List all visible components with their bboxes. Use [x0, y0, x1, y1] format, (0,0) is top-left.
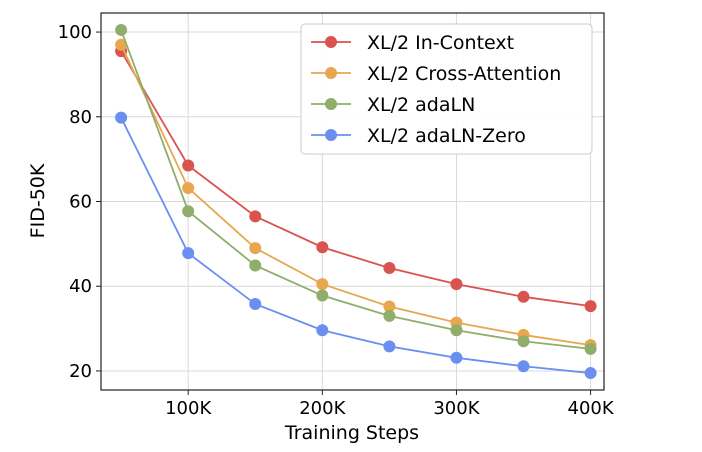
- series-lines: [115, 23, 597, 380]
- y-tick-label: 20: [69, 361, 92, 382]
- data-point: [517, 290, 530, 303]
- y-tick-label: 40: [69, 276, 92, 297]
- x-tick-label: 100K: [165, 398, 212, 419]
- series-1: [115, 38, 597, 352]
- legend-item: XL/2 adaLN: [311, 94, 475, 116]
- data-point: [450, 351, 463, 364]
- data-point: [383, 340, 396, 353]
- x-tick-label: 400K: [568, 398, 615, 419]
- data-point: [450, 324, 463, 337]
- series-line: [120, 117, 591, 374]
- legend-label: XL/2 adaLN: [367, 94, 475, 116]
- data-point: [182, 181, 195, 194]
- x-tick-label: 300K: [433, 398, 480, 419]
- series-0: [115, 45, 597, 313]
- y-tick-label: 80: [69, 107, 92, 128]
- data-point: [316, 241, 329, 254]
- data-point: [115, 111, 128, 124]
- series-line: [120, 50, 591, 308]
- series-line: [120, 44, 591, 346]
- data-point: [249, 210, 262, 223]
- data-point: [584, 367, 597, 380]
- y-tick-label: 100: [58, 22, 92, 43]
- data-point: [182, 205, 195, 218]
- data-point: [115, 38, 128, 51]
- data-point: [182, 247, 195, 260]
- data-point: [316, 289, 329, 302]
- x-axis-label: Training Steps: [284, 422, 419, 444]
- data-point: [249, 259, 262, 272]
- legend-item: XL/2 adaLN-Zero: [311, 125, 526, 147]
- legend-label: XL/2 Cross-Attention: [367, 63, 561, 85]
- legend-label: XL/2 adaLN-Zero: [367, 125, 526, 147]
- data-point: [450, 278, 463, 291]
- y-tick-label: 60: [69, 192, 92, 213]
- legend-item: XL/2 In-Context: [311, 32, 514, 54]
- series-3: [115, 111, 597, 380]
- legend-item: XL/2 Cross-Attention: [311, 63, 561, 85]
- y-axis-label: FID-50K: [27, 163, 49, 238]
- legend: XL/2 In-Context XL/2 Cross-Attention XL/2 …: [300, 23, 593, 155]
- data-point: [316, 278, 329, 291]
- legend-box: [300, 23, 593, 155]
- tick-labels: 100K 200K 300K 400K 20 40 60 80 100: [58, 22, 615, 419]
- data-point: [517, 335, 530, 348]
- legend-swatch-marker: [325, 129, 337, 141]
- data-point: [115, 23, 128, 36]
- data-point: [383, 262, 396, 275]
- x-tick-label: 200K: [299, 398, 346, 419]
- data-point: [249, 298, 262, 311]
- data-point: [249, 242, 262, 255]
- data-point: [182, 159, 195, 172]
- series-2: [115, 23, 597, 355]
- data-point: [584, 342, 597, 355]
- data-point: [316, 324, 329, 337]
- data-point: [517, 360, 530, 373]
- legend-swatch-marker: [325, 98, 337, 110]
- legend-label: XL/2 In-Context: [367, 32, 514, 54]
- series-line: [120, 29, 591, 350]
- data-point: [584, 300, 597, 313]
- legend-swatch-marker: [325, 67, 337, 79]
- data-point: [383, 300, 396, 313]
- legend-swatch-marker: [325, 36, 337, 48]
- data-point: [383, 309, 396, 322]
